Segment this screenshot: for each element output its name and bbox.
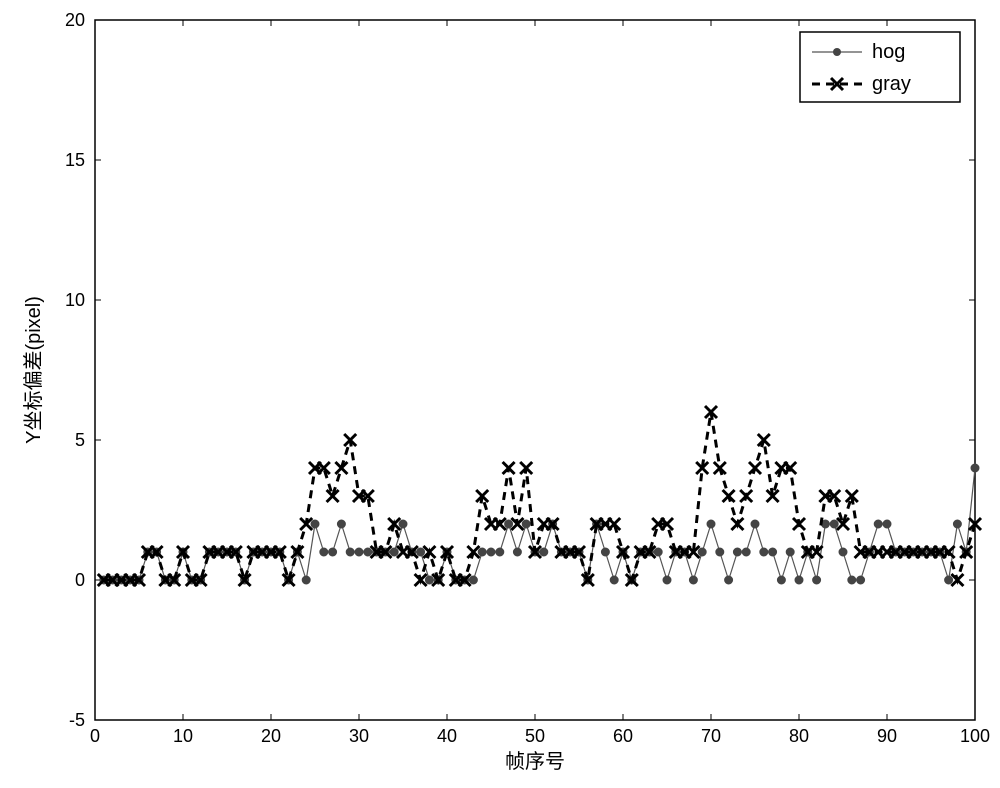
x-tick-label: 80 <box>789 726 809 746</box>
x-tick-label: 30 <box>349 726 369 746</box>
x-tick-label: 20 <box>261 726 281 746</box>
legend-label: gray <box>872 73 911 95</box>
chart-container: 0102030405060708090100-505101520帧序号Y坐标偏差… <box>0 0 1000 788</box>
x-tick-label: 0 <box>90 726 100 746</box>
y-tick-label: -5 <box>69 710 85 730</box>
y-tick-label: 0 <box>75 570 85 590</box>
x-tick-label: 10 <box>173 726 193 746</box>
y-axis-label: Y坐标偏差(pixel) <box>22 296 45 444</box>
x-tick-label: 70 <box>701 726 721 746</box>
y-tick-label: 20 <box>65 10 85 30</box>
x-tick-label: 50 <box>525 726 545 746</box>
x-tick-label: 90 <box>877 726 897 746</box>
x-tick-label: 40 <box>437 726 457 746</box>
y-tick-label: 10 <box>65 290 85 310</box>
line-chart: 0102030405060708090100-505101520帧序号Y坐标偏差… <box>0 0 1000 788</box>
x-tick-label: 60 <box>613 726 633 746</box>
legend-label: hog <box>872 41 905 63</box>
legend: hog gray <box>800 32 960 102</box>
x-tick-label: 100 <box>960 726 990 746</box>
y-tick-label: 15 <box>65 150 85 170</box>
x-axis-label: 帧序号 <box>505 750 565 773</box>
y-tick-label: 5 <box>75 430 85 450</box>
